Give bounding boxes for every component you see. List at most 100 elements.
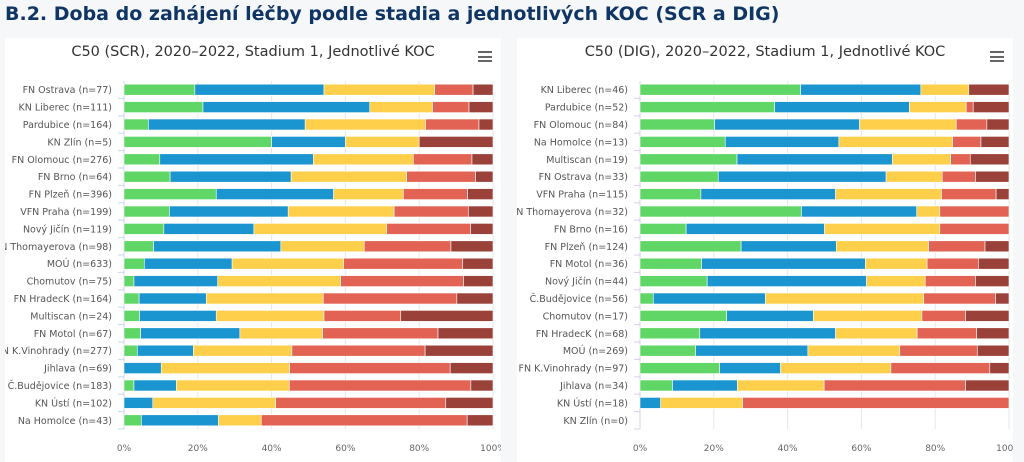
bar-segment — [468, 101, 494, 113]
bar-segment — [995, 188, 1010, 200]
bar-segment — [287, 205, 395, 218]
bar-segment — [363, 240, 452, 253]
bar-segment — [924, 275, 976, 287]
bar-segment — [466, 414, 494, 427]
scr-bar-chart: 0% 20% 40% 60% 80% 100% FN Ostrava (n=77) KN Li… — [5, 81, 501, 454]
bar-segment — [639, 205, 802, 218]
category-label: Jihlava (n=69) — [43, 364, 112, 375]
bar-segment — [995, 292, 1010, 305]
category-label: FN HradecK (n=164) — [14, 294, 112, 305]
bar-segment — [393, 205, 469, 218]
bar-segment — [218, 414, 262, 427]
bar-segment — [892, 153, 951, 166]
bar-segment — [976, 344, 1010, 357]
category-label: FN Plzeň (n=124) — [545, 242, 628, 253]
bar-segment — [742, 397, 1010, 409]
bar-segment — [939, 205, 1010, 218]
bar-segment — [148, 118, 306, 131]
x-tick-label: 60% — [335, 444, 355, 454]
x-tick-label: 0% — [633, 444, 648, 454]
x-tick-label: 80% — [409, 444, 429, 454]
bar-segment — [824, 223, 941, 235]
bar-segment — [639, 379, 673, 392]
bar-segment — [123, 240, 154, 253]
category-label: KN Zlín (n=5) — [47, 137, 112, 148]
bar-segment — [916, 327, 977, 340]
x-tick-label: 100% — [480, 444, 501, 454]
bar-segment — [972, 101, 1010, 113]
bar-segment — [450, 240, 494, 253]
bar-segment — [859, 118, 957, 131]
bar-segment — [323, 83, 435, 96]
bar-segment — [685, 223, 825, 235]
bar-segment — [984, 240, 1010, 253]
bar-segment — [471, 153, 494, 166]
bar-segment — [312, 153, 414, 166]
bar-segment — [736, 153, 893, 166]
bar-segment — [304, 118, 426, 131]
bar-segment — [639, 240, 742, 253]
category-label: FN Brno (n=64) — [38, 172, 112, 183]
bar-segment — [123, 188, 217, 200]
bar-segment — [467, 188, 494, 200]
bar-segment — [965, 101, 974, 113]
bar-segment — [838, 136, 953, 148]
x-tick-label: 20% — [188, 444, 208, 454]
category-label: Multiscan (n=24) — [30, 311, 112, 322]
category-label: MOÚ (n=633) — [47, 258, 112, 270]
bar-segment — [340, 275, 464, 287]
bar-segment — [406, 170, 476, 183]
category-label: KN Liberec (n=111) — [19, 103, 112, 114]
bar-segment — [639, 275, 708, 287]
bar-segment — [706, 275, 867, 287]
bar-segment — [724, 136, 840, 148]
bar-segment — [701, 257, 866, 270]
chart-title: C50 (DIG), 2020–2022, Stadium 1, Jednotl… — [584, 44, 946, 60]
bar-segment — [176, 379, 290, 392]
bar-segment — [801, 205, 918, 218]
bar-segment — [260, 414, 468, 427]
bar-segment — [123, 101, 204, 113]
bar-segment — [965, 310, 1010, 322]
bar-segment — [639, 136, 726, 148]
bar-segment — [965, 379, 1010, 392]
bar-segment — [989, 362, 1010, 374]
bar-segment — [672, 379, 738, 392]
bar-segment — [737, 379, 825, 392]
bar-segment — [765, 292, 925, 305]
bar-segment — [369, 101, 433, 113]
bar-segment — [660, 397, 743, 409]
bar-segment — [470, 379, 494, 392]
bar-segment — [291, 344, 426, 357]
bar-segment — [123, 136, 272, 148]
bar-segment — [978, 257, 1010, 270]
category-label: FN Plzeň (n=396) — [29, 190, 112, 201]
hamburger-menu-icon[interactable] — [478, 51, 492, 62]
category-label: KN Ústí (n=18) — [557, 397, 628, 409]
bar-segment — [652, 292, 766, 305]
bar-segment — [434, 83, 474, 96]
bar-segment — [345, 136, 420, 148]
category-label: Chomutov (n=75) — [27, 277, 112, 288]
bar-segment — [639, 397, 661, 409]
bar-segment — [941, 170, 976, 183]
bar-segment — [939, 223, 1010, 235]
bar-segment — [133, 275, 219, 287]
bar-segment — [123, 344, 138, 357]
bar-segment — [432, 101, 470, 113]
bar-segment — [169, 205, 289, 218]
bar-segment — [323, 310, 402, 322]
bar-segment — [159, 153, 314, 166]
bar-segment — [139, 310, 217, 322]
bar-segment — [928, 240, 986, 253]
bar-segment — [275, 397, 447, 409]
hamburger-menu-icon[interactable] — [990, 51, 1004, 62]
category-label: Č.Budějovice (n=183) — [8, 380, 112, 392]
bar-segment — [726, 310, 814, 322]
category-label: FN Motol (n=36) — [550, 259, 628, 270]
bar-segment — [280, 240, 365, 253]
bar-segment — [123, 153, 161, 166]
bar-segment — [700, 188, 836, 200]
bar-segment — [462, 257, 494, 270]
bar-segment — [823, 379, 966, 392]
